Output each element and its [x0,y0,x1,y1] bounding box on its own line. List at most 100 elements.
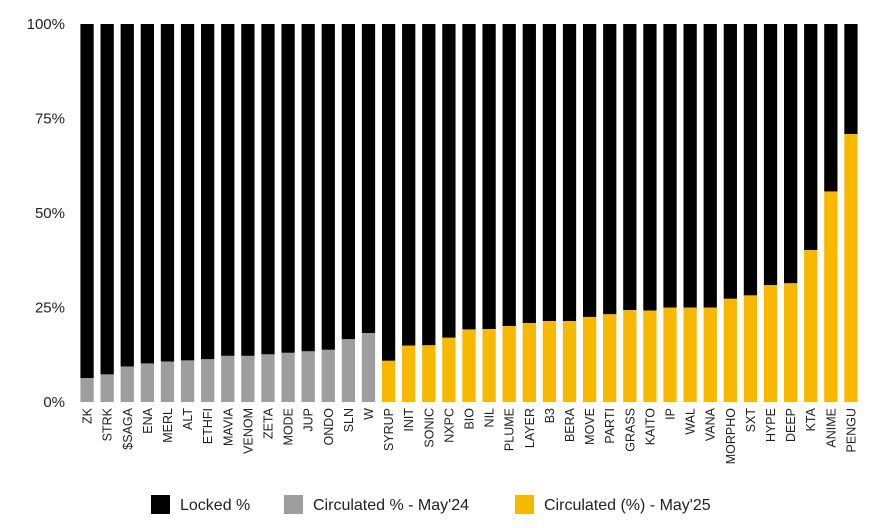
y-tick-label: 75% [35,111,65,128]
y-tick-label: 0% [43,394,65,411]
x-tick-label: B3 [543,408,557,423]
bar-locked-merl [160,24,175,362]
y-tick-label: 50% [35,205,65,222]
bar-circulated-saga [120,366,134,402]
bar-locked-zeta [261,24,275,355]
x-tick-label: IP [664,408,678,420]
bar-circulated-ip [663,307,677,402]
bar-circulated-mode [281,352,295,402]
x-tick-label: PENGU [844,408,858,452]
bar-locked-layer [522,24,536,323]
bar-circulated-ena [140,363,154,402]
bar-locked-nil [482,24,496,330]
bar-locked-kta [804,24,818,251]
bar-circulated-init [402,345,416,402]
x-tick-label: ANIME [824,408,838,448]
x-tick-label: SONIC [422,408,436,448]
bar-circulated-layer [522,322,536,402]
bar-locked-bera [562,24,577,322]
bar-locked-pengu [844,24,858,134]
bar-locked-ethfi [201,24,215,360]
bar-locked-bio [462,24,476,330]
bar-circulated-grass [623,310,637,402]
bar-circulated-syrup [381,360,396,402]
bar-locked-syrup [381,24,396,361]
bar-circulated-bio [462,329,476,402]
bar-circulated-anime [824,191,838,402]
bar-circulated-nxpc [442,337,456,402]
x-tick-label: MAVIA [221,407,235,446]
bar-circulated-vana [703,307,717,402]
x-tick-label: ENA [141,407,155,433]
bar-locked-wal [683,24,697,308]
bar-circulated-morpho [723,298,737,402]
bar-locked-mavia [221,24,235,356]
bar-circulated-strk [100,374,114,402]
x-tick-label: MODE [282,408,296,446]
y-tick-label: 25% [35,300,65,317]
bar-circulated-deep [784,283,798,402]
x-tick-label: WAL [684,408,698,435]
bar-circulated-jup [301,351,315,402]
bar-circulated-wal [683,307,697,402]
bar-circulated-merl [160,361,175,402]
bar-circulated-hype [763,285,778,402]
bar-circulated-ondo [321,349,335,402]
bar-circulated-kta [804,250,818,402]
x-tick-label: BERA [563,407,577,442]
bar-locked-sonic [422,24,436,346]
x-tick-label: SXT [744,408,758,433]
bar-circulated-kaito [643,310,657,402]
bar-circulated-move [582,316,597,402]
x-tick-label: ETHFI [201,408,215,444]
x-tick-label: VENOM [241,408,255,454]
x-tick-label: W [362,408,376,420]
x-tick-label: MORPHO [724,408,738,465]
x-tick-label: DEEP [784,408,798,442]
bar-circulated-zeta [261,354,275,402]
x-tick-label: BIO [463,408,477,430]
bar-locked-move [582,24,597,317]
bar-circulated-sxt [743,295,758,402]
bar-locked-parti [603,24,617,315]
bar-circulated-pengu [844,133,858,403]
legend-swatch-may24 [284,495,303,514]
x-tick-label: PARTI [603,408,617,444]
x-tick-label: ONDO [322,408,336,446]
bar-locked-ondo [321,24,335,350]
x-tick-label: MOVE [583,408,597,445]
bar-circulated-zk [80,378,94,402]
x-axis-labels: ZK STRK $SAGA ENA MERL ALT ETHFI MAVIA VENOM ZETA… [81,407,859,464]
bar-circulated-plume [502,326,516,402]
x-tick-label: SYRUP [382,408,396,451]
legend-swatch-locked [151,495,170,514]
bar-circulated-venom [241,355,255,402]
x-tick-label: STRK [101,407,115,441]
x-tick-label: MERL [161,408,175,443]
bar-locked-vana [703,24,717,308]
x-tick-label: ZETA [261,407,275,439]
x-tick-label: ZK [81,407,95,424]
bar-locked-nxpc [442,24,456,338]
bar-locked-venom [241,24,255,356]
legend-label-may24: Circulated % - May'24 [313,497,469,514]
bar-locked-jup [301,24,315,352]
x-tick-label: KAITO [643,408,657,446]
bar-locked-strk [100,24,114,375]
bar-circulated-ethfi [201,359,215,402]
bar-locked-init [402,24,416,346]
bar-locked-plume [502,24,516,327]
bar-locked-deep [784,24,798,284]
bar-locked-mode [281,24,295,353]
bar-locked-b3 [542,24,557,322]
bar-locked-anime [824,24,838,192]
x-tick-label: $SAGA [121,407,135,449]
bar-locked-kaito [643,24,657,311]
bar-locked-morpho [723,24,737,299]
bar-circulated-b3 [542,321,557,402]
x-tick-label: KTA [804,407,818,431]
bar-locked-grass [623,24,637,311]
bar-locked-saga [120,24,134,367]
x-tick-label: NXPC [442,408,456,443]
